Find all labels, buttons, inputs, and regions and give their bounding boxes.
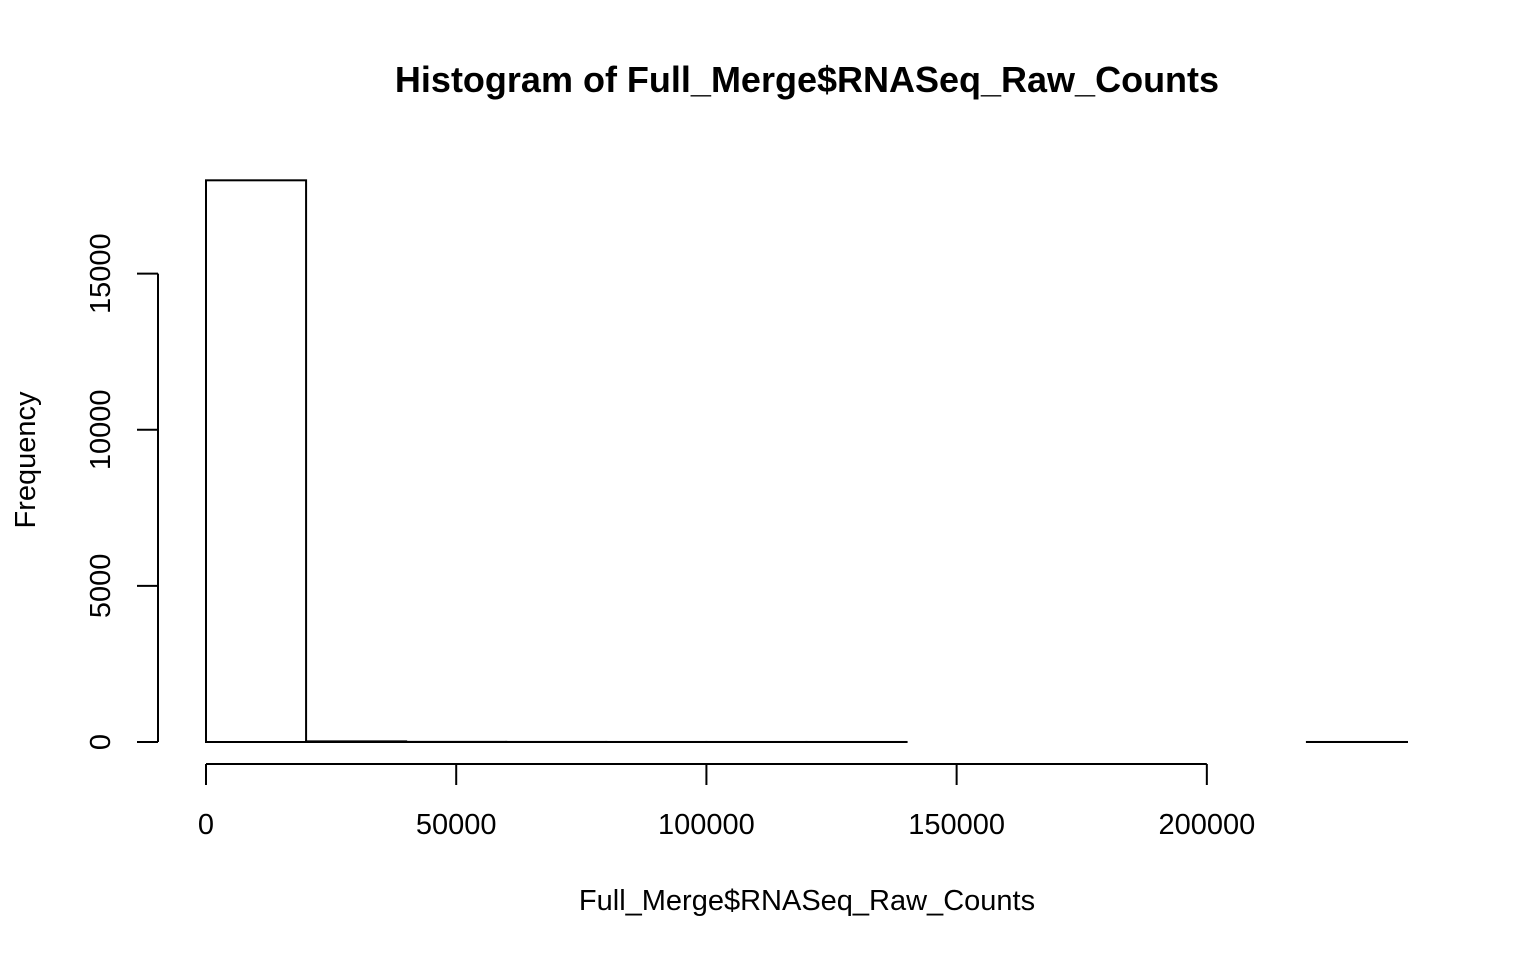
x-axis-label: Full_Merge$RNASeq_Raw_Counts xyxy=(579,885,1035,917)
x-tick-label: 100000 xyxy=(658,809,755,841)
chart-title: Histogram of Full_Merge$RNASeq_Raw_Count… xyxy=(395,59,1219,100)
y-tick-label: 15000 xyxy=(85,233,117,314)
y-tick-label: 0 xyxy=(85,734,117,750)
x-tick-label: 0 xyxy=(198,809,214,841)
histogram-bar xyxy=(205,179,308,744)
bars-group xyxy=(205,179,1408,744)
x-axis: 0 50000 100000 150000 200000 xyxy=(198,763,1255,841)
x-tick-label: 50000 xyxy=(416,809,497,841)
histogram-bar xyxy=(305,740,408,743)
y-tick-label: 5000 xyxy=(85,554,117,619)
x-tick-label: 200000 xyxy=(1158,809,1255,841)
y-axis: 0 5000 10000 15000 xyxy=(85,233,159,750)
y-axis-label: Frequency xyxy=(10,391,42,529)
x-tick-label: 150000 xyxy=(908,809,1005,841)
y-tick-label: 10000 xyxy=(85,389,117,470)
